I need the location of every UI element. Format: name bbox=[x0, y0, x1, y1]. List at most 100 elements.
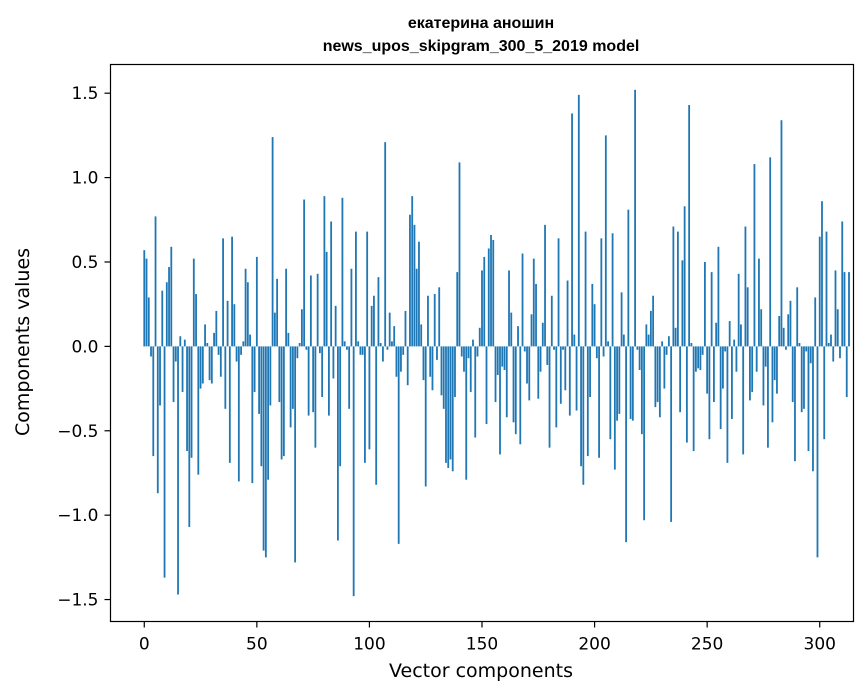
bar-component-237 bbox=[676, 231, 679, 347]
bar-component-43 bbox=[240, 346, 242, 355]
bar-component-232 bbox=[665, 346, 668, 355]
bar-component-236 bbox=[674, 327, 677, 347]
bar-component-267 bbox=[744, 226, 747, 347]
bar-component-218 bbox=[634, 89, 636, 347]
bar-component-230 bbox=[661, 341, 664, 347]
bar-component-42 bbox=[237, 346, 240, 482]
bar-component-52 bbox=[260, 346, 263, 467]
bar-component-25 bbox=[199, 346, 202, 389]
bar-component-154 bbox=[490, 234, 492, 347]
bar-component-8 bbox=[161, 290, 164, 347]
bar-component-91 bbox=[348, 346, 351, 409]
bar-component-238 bbox=[679, 346, 682, 413]
bar-component-251 bbox=[708, 346, 711, 440]
bar-component-161 bbox=[505, 346, 508, 418]
bar-component-22 bbox=[192, 258, 195, 347]
bar-component-85 bbox=[334, 305, 337, 347]
bar-component-300 bbox=[818, 236, 821, 347]
bar-component-94 bbox=[355, 231, 357, 347]
bar-component-167 bbox=[519, 346, 522, 445]
bar-component-88 bbox=[341, 197, 344, 347]
bar-component-285 bbox=[785, 346, 787, 350]
bar-component-101 bbox=[370, 305, 373, 347]
x-tick-label: 150 bbox=[466, 635, 498, 655]
bar-component-115 bbox=[402, 346, 405, 355]
bar-component-294 bbox=[805, 346, 808, 352]
bar-component-130 bbox=[436, 346, 438, 360]
bar-component-34 bbox=[219, 346, 222, 377]
bar-component-14 bbox=[174, 346, 177, 362]
x-tick-label: 200 bbox=[578, 635, 610, 655]
bar-component-147 bbox=[474, 346, 477, 438]
bar-component-53 bbox=[262, 346, 265, 551]
bar-component-299 bbox=[816, 346, 819, 558]
bar-component-298 bbox=[814, 297, 817, 347]
bar-component-107 bbox=[384, 142, 387, 347]
bar-component-100 bbox=[368, 346, 371, 450]
bar-component-156 bbox=[494, 346, 497, 403]
bar-component-311 bbox=[843, 272, 846, 347]
bar-component-302 bbox=[823, 346, 826, 440]
bar-component-65 bbox=[289, 346, 292, 428]
bar-component-178 bbox=[544, 224, 546, 347]
bar-component-279 bbox=[771, 346, 774, 423]
bar-component-188 bbox=[566, 280, 569, 347]
bar-component-159 bbox=[501, 346, 504, 367]
bar-component-68 bbox=[296, 346, 299, 359]
y-tick-label: 0.0 bbox=[71, 337, 98, 357]
bar-component-136 bbox=[449, 346, 452, 460]
bar-component-92 bbox=[350, 268, 353, 347]
bar-component-242 bbox=[688, 105, 691, 347]
bar-component-57 bbox=[271, 137, 274, 347]
bar-component-31 bbox=[213, 332, 215, 347]
bar-component-171 bbox=[528, 346, 531, 401]
bar-component-9 bbox=[163, 346, 166, 578]
bar-component-175 bbox=[537, 346, 540, 399]
bar-component-198 bbox=[589, 346, 591, 398]
bar-component-27 bbox=[204, 324, 206, 347]
bar-component-223 bbox=[645, 324, 648, 347]
bar-component-190 bbox=[571, 113, 573, 347]
bar-component-209 bbox=[613, 346, 616, 470]
bar-component-194 bbox=[580, 346, 582, 467]
bar-component-288 bbox=[791, 346, 794, 403]
bar-component-90 bbox=[346, 346, 348, 350]
bar-component-155 bbox=[492, 240, 495, 347]
x-axis-label: Vector components bbox=[389, 660, 573, 682]
bar-component-241 bbox=[685, 346, 688, 443]
bar-component-10 bbox=[165, 282, 168, 347]
bar-component-66 bbox=[291, 346, 294, 409]
bar-component-50 bbox=[255, 256, 258, 347]
bar-component-257 bbox=[722, 346, 724, 389]
bar-component-110 bbox=[391, 341, 393, 347]
bar-component-40 bbox=[233, 304, 236, 347]
bar-component-173 bbox=[532, 258, 535, 347]
bar-component-192 bbox=[575, 346, 578, 411]
bar-component-122 bbox=[418, 241, 420, 347]
bar-component-62 bbox=[282, 346, 285, 457]
bar-component-258 bbox=[724, 346, 727, 352]
bar-component-289 bbox=[794, 346, 796, 462]
bar-component-0 bbox=[143, 250, 146, 347]
bar-component-73 bbox=[307, 346, 310, 416]
bar-component-160 bbox=[503, 346, 506, 371]
bar-component-29 bbox=[208, 346, 211, 381]
bar-component-98 bbox=[364, 346, 366, 463]
bar-component-262 bbox=[733, 339, 736, 347]
bar-component-240 bbox=[683, 206, 686, 347]
bar-component-183 bbox=[555, 346, 558, 428]
bar-component-282 bbox=[778, 315, 781, 347]
bar-component-292 bbox=[800, 346, 803, 413]
bar-component-286 bbox=[787, 314, 790, 347]
bar-component-97 bbox=[361, 346, 364, 355]
bar-component-108 bbox=[386, 346, 389, 350]
bar-component-72 bbox=[305, 346, 308, 350]
bar-component-59 bbox=[276, 278, 279, 347]
bar-component-291 bbox=[798, 343, 801, 347]
bar-component-71 bbox=[303, 199, 306, 347]
bar-component-84 bbox=[332, 346, 335, 379]
bar-component-234 bbox=[670, 346, 673, 522]
bar-component-210 bbox=[616, 346, 618, 421]
bar-component-179 bbox=[546, 346, 549, 365]
